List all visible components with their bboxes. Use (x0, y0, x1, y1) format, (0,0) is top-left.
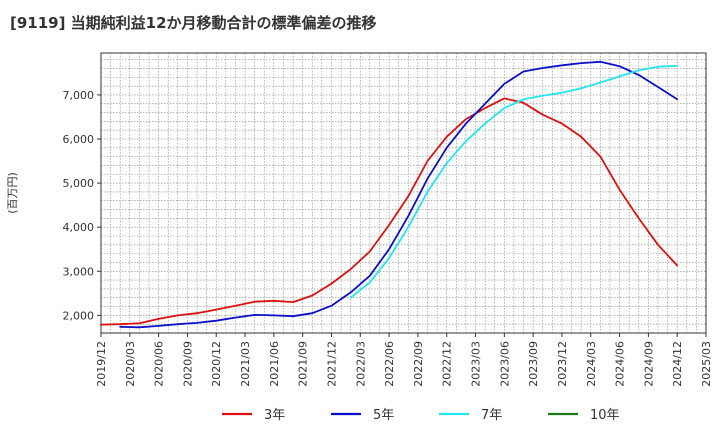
x-tick-label: 2023/12 (556, 341, 569, 387)
legend-label: 7年 (481, 408, 502, 423)
x-tick-label: 2020/03 (124, 341, 137, 387)
x-tick-label: 2020/06 (153, 341, 166, 387)
x-tick-label: 2020/12 (210, 341, 223, 387)
x-tick-label: 2021/12 (325, 341, 338, 387)
y-tick-label: 6,000 (63, 133, 95, 146)
x-tick-label: 2024/09 (642, 341, 655, 387)
series-line (100, 97, 679, 326)
x-tick-label: 2025/03 (700, 341, 713, 387)
y-tick-label: 4,000 (63, 221, 95, 234)
x-axis-ticks: 2019/12 2020/03 2020/06 2020/09 2020/12 2021/… (95, 333, 713, 387)
x-tick-label: 2024/03 (585, 341, 598, 387)
x-tick-label: 2021/06 (268, 341, 281, 387)
plot-frame (100, 52, 707, 334)
x-tick-label: 2023/09 (527, 341, 540, 387)
x-tick-label: 2022/09 (412, 341, 425, 387)
series-line (119, 60, 679, 329)
grid (101, 53, 706, 333)
y-tick-label: 7,000 (63, 89, 95, 102)
y-tick-label: 5,000 (63, 177, 95, 190)
x-tick-label: 2022/12 (441, 341, 454, 387)
series-lines (100, 60, 679, 329)
series-line (349, 64, 679, 299)
x-tick-label: 2024/06 (614, 341, 627, 387)
x-tick-label: 2024/12 (671, 341, 684, 387)
legend: 3年 5年 7年 10年 (222, 408, 620, 423)
x-tick-label: 2021/09 (297, 341, 310, 387)
legend-label: 10年 (590, 408, 620, 423)
x-tick-label: 2022/03 (354, 341, 367, 387)
x-tick-label: 2019/12 (95, 341, 108, 387)
x-tick-label: 2022/06 (383, 341, 396, 387)
x-tick-label: 2023/06 (498, 341, 511, 387)
legend-label: 3年 (264, 408, 285, 423)
y-tick-label: 2,000 (63, 309, 95, 322)
legend-label: 5年 (373, 408, 394, 423)
x-tick-label: 2023/03 (470, 341, 483, 387)
y-axis-ticks: 2,000 3,000 4,000 5,000 6,000 7,000 (63, 89, 101, 322)
y-tick-label: 3,000 (63, 265, 95, 278)
x-tick-label: 2021/03 (239, 341, 252, 387)
chart-title: [9119] 当期純利益12か月移動合計の標準偏差の推移 (10, 14, 377, 32)
y-axis-label: (百万円) (6, 172, 19, 214)
x-tick-label: 2020/09 (181, 341, 194, 387)
